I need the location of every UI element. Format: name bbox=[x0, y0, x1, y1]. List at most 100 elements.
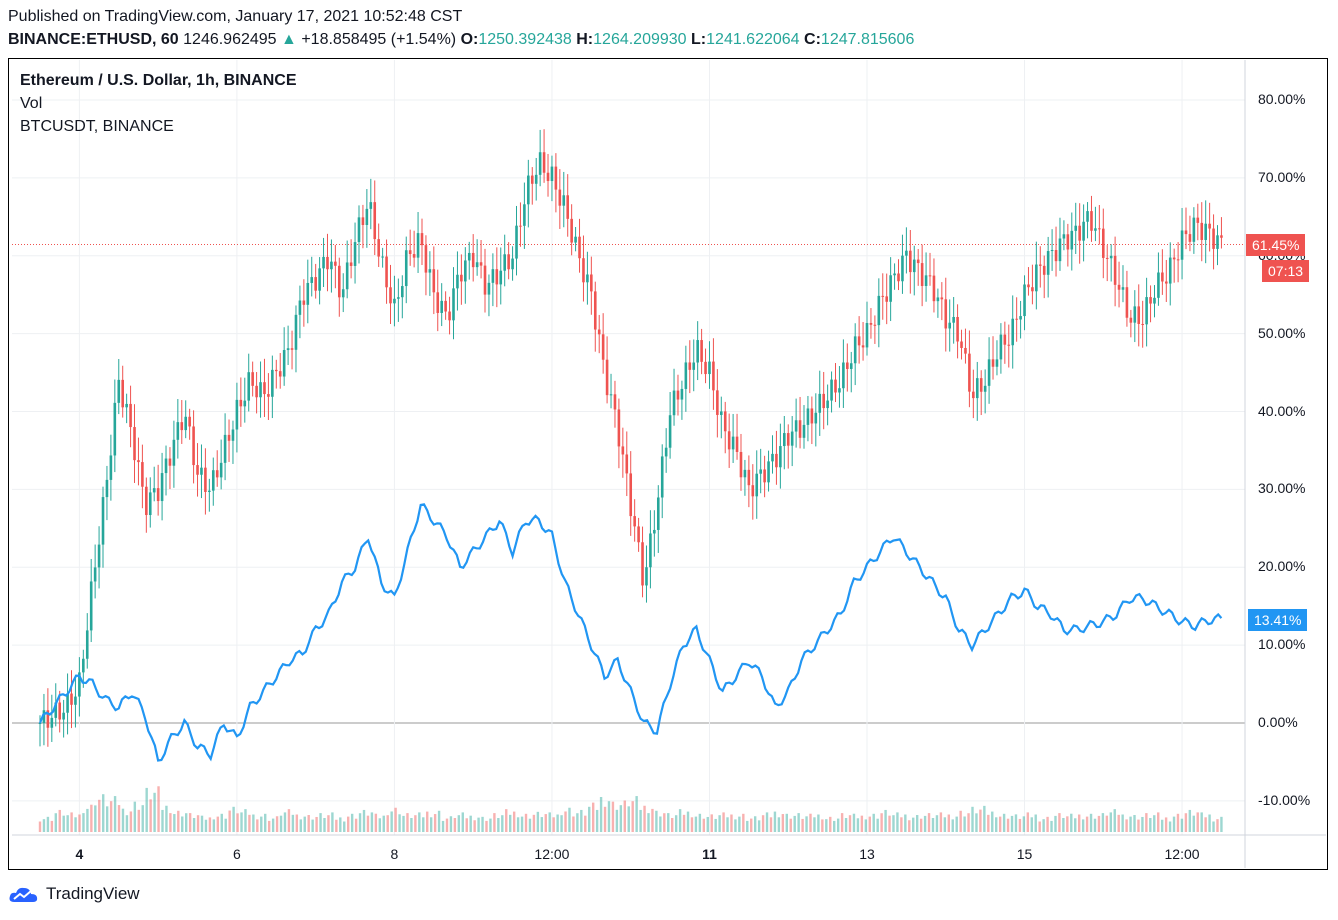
volume-bar bbox=[718, 815, 721, 832]
volume-bar bbox=[343, 821, 346, 832]
volume-bar bbox=[908, 820, 911, 832]
volume-bar bbox=[1018, 818, 1022, 832]
volume-bar bbox=[864, 819, 868, 832]
volume-bar bbox=[319, 813, 322, 832]
volume-bar bbox=[311, 819, 314, 832]
eth-candle-body bbox=[511, 258, 514, 270]
volume-bar bbox=[556, 814, 559, 832]
volume-bar bbox=[244, 809, 247, 832]
eth-candle-body bbox=[928, 275, 932, 277]
volume-bar bbox=[971, 806, 974, 832]
eth-candle-body bbox=[916, 259, 920, 264]
volume-bar bbox=[133, 801, 137, 832]
volume-bar bbox=[659, 816, 662, 832]
volume-bar bbox=[489, 818, 492, 832]
volume-bar bbox=[793, 815, 796, 832]
volume-bar bbox=[663, 813, 666, 832]
eth-candle-body bbox=[42, 710, 46, 723]
eth-candle-body bbox=[70, 693, 73, 705]
x-tick-label: 12:00 bbox=[1164, 846, 1200, 862]
eth-candle-body bbox=[460, 274, 463, 282]
volume-bar bbox=[880, 813, 883, 832]
legend-title[interactable]: Ethereum / U.S. Dollar, 1h, BINANCE bbox=[20, 72, 297, 89]
volume-bar bbox=[552, 817, 555, 832]
eth-candle-body bbox=[200, 467, 203, 475]
volume-bar bbox=[1030, 817, 1033, 832]
volume-bar bbox=[635, 796, 638, 832]
eth-candle-body bbox=[952, 316, 955, 323]
eth-candle-body bbox=[1054, 250, 1058, 262]
eth-candle-body bbox=[1216, 235, 1219, 249]
volume-bar bbox=[260, 816, 263, 832]
volume-bar bbox=[639, 809, 642, 832]
volume-bar bbox=[943, 817, 947, 832]
volume-bar bbox=[366, 815, 370, 832]
eth-candle-body bbox=[1109, 255, 1113, 259]
volume-bar bbox=[497, 818, 500, 832]
volume-bar bbox=[1113, 809, 1116, 832]
volume-bar bbox=[303, 816, 306, 832]
eth-candle-body bbox=[85, 630, 89, 659]
volume-bar bbox=[991, 811, 994, 832]
eth-candle-body bbox=[66, 693, 69, 713]
eth-candle-body bbox=[1133, 306, 1137, 323]
eth-candle-body bbox=[1141, 323, 1144, 325]
eth-candle-body bbox=[582, 258, 585, 283]
eth-candle-body bbox=[475, 262, 479, 268]
eth-candle-body bbox=[1204, 223, 1207, 240]
volume-bar bbox=[58, 809, 61, 832]
eth-candle-body bbox=[286, 348, 290, 351]
volume-bar bbox=[761, 815, 765, 832]
volume-bar bbox=[1034, 814, 1037, 832]
eth-candle-body bbox=[523, 204, 526, 226]
eth-candle-body bbox=[554, 166, 558, 190]
eth-candle-body bbox=[972, 391, 975, 399]
volume-bar bbox=[54, 813, 58, 832]
volume-bar bbox=[177, 810, 180, 832]
tradingview-logo[interactable]: TradingView bbox=[8, 884, 140, 904]
eth-candle-body bbox=[1125, 287, 1129, 318]
eth-candle-body bbox=[656, 497, 660, 530]
volume-bar bbox=[1093, 818, 1097, 832]
volume-bar bbox=[236, 813, 239, 832]
eth-candle-body bbox=[369, 202, 373, 209]
chart-frame[interactable] bbox=[8, 58, 1328, 870]
volume-bar bbox=[1137, 819, 1140, 832]
eth-candle-body bbox=[975, 378, 979, 399]
volume-bar bbox=[884, 809, 887, 832]
eth-candle-body bbox=[1082, 221, 1085, 241]
eth-candle-body bbox=[586, 274, 589, 283]
eth-candle-body bbox=[1011, 318, 1015, 346]
volume-bar bbox=[591, 802, 595, 832]
volume-bar bbox=[1192, 815, 1195, 832]
eth-candle-body bbox=[901, 255, 904, 282]
legend-vol[interactable]: Vol bbox=[20, 95, 43, 112]
volume-bar bbox=[919, 818, 923, 832]
volume-bar bbox=[398, 814, 401, 832]
btc-series-line bbox=[38, 503, 1223, 762]
volume-bar bbox=[137, 809, 140, 832]
eth-candle-body bbox=[960, 341, 963, 348]
eth-candle-body bbox=[798, 420, 802, 438]
eth-candle-body bbox=[1176, 259, 1180, 261]
eth-candle-body bbox=[215, 470, 219, 478]
volume-bar bbox=[347, 816, 350, 832]
y-tick-label: 40.00% bbox=[1258, 402, 1306, 419]
volume-bar bbox=[671, 818, 674, 832]
eth-candle-body bbox=[255, 385, 258, 398]
eth-candle-body bbox=[1023, 284, 1026, 317]
y-tick-label: 80.00% bbox=[1258, 91, 1306, 107]
eth-candle-body bbox=[1172, 257, 1176, 260]
volume-bar bbox=[584, 815, 587, 832]
eth-candle-body bbox=[412, 254, 416, 258]
volume-bar bbox=[765, 812, 769, 832]
eth-candle-body bbox=[152, 488, 156, 493]
legend-compare[interactable]: BTCUSDT, BINANCE bbox=[20, 118, 174, 135]
volume-bar bbox=[1129, 816, 1132, 832]
volume-bar bbox=[923, 815, 927, 832]
eth-candle-body bbox=[38, 723, 42, 724]
volume-bar bbox=[623, 800, 626, 832]
eth-candle-body bbox=[168, 458, 172, 466]
eth-candle-body bbox=[436, 292, 440, 313]
